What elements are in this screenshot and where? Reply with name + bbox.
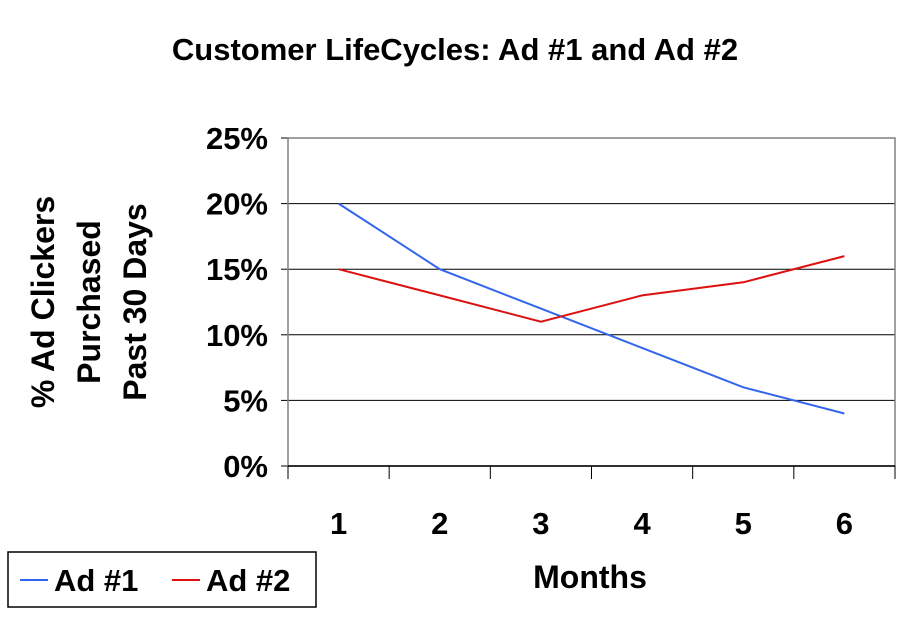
- y-tick-label: 25%: [206, 121, 268, 156]
- x-tick-label: 6: [836, 506, 853, 541]
- x-tick-labels: 1 2 3 4 5 6: [330, 506, 853, 541]
- y-tick-label: 20%: [206, 187, 268, 222]
- series-line-1: [338, 202, 845, 415]
- y-tick-labels: 0% 5% 10% 15% 20% 25%: [206, 121, 268, 484]
- y-tick-label: 15%: [206, 252, 268, 287]
- x-tick-label: 3: [532, 506, 549, 541]
- x-tick-label: 2: [431, 506, 448, 541]
- series-line-2: [338, 255, 845, 323]
- legend: Ad #1 Ad #2: [7, 551, 317, 608]
- series-lines: [338, 202, 845, 415]
- x-tick-label: 5: [735, 506, 752, 541]
- y-tick-label: 5%: [223, 383, 268, 418]
- y-axis-title-line-2: Purchased: [71, 220, 107, 384]
- x-tick-label: 1: [330, 506, 347, 541]
- legend-label-ad2: Ad #2: [206, 563, 290, 598]
- y-axis-title: % Ad Clickers Purchased Past 30 Days: [25, 196, 153, 408]
- legend-label-ad1: Ad #1: [54, 563, 138, 598]
- x-axis-title: Months: [533, 559, 647, 595]
- x-tick-marks: [287, 465, 896, 479]
- x-tick-label: 4: [633, 506, 651, 541]
- chart-title: Customer LifeCycles: Ad #1 and Ad #2: [172, 32, 738, 67]
- legend-box: [7, 551, 317, 608]
- y-axis-title-line-3: Past 30 Days: [117, 203, 153, 400]
- y-axis-title-line-1: % Ad Clickers: [25, 196, 61, 408]
- gridlines: [281, 137, 895, 467]
- plot-area: [287, 137, 896, 467]
- y-tick-label: 10%: [206, 318, 268, 353]
- y-tick-label: 0%: [223, 449, 268, 484]
